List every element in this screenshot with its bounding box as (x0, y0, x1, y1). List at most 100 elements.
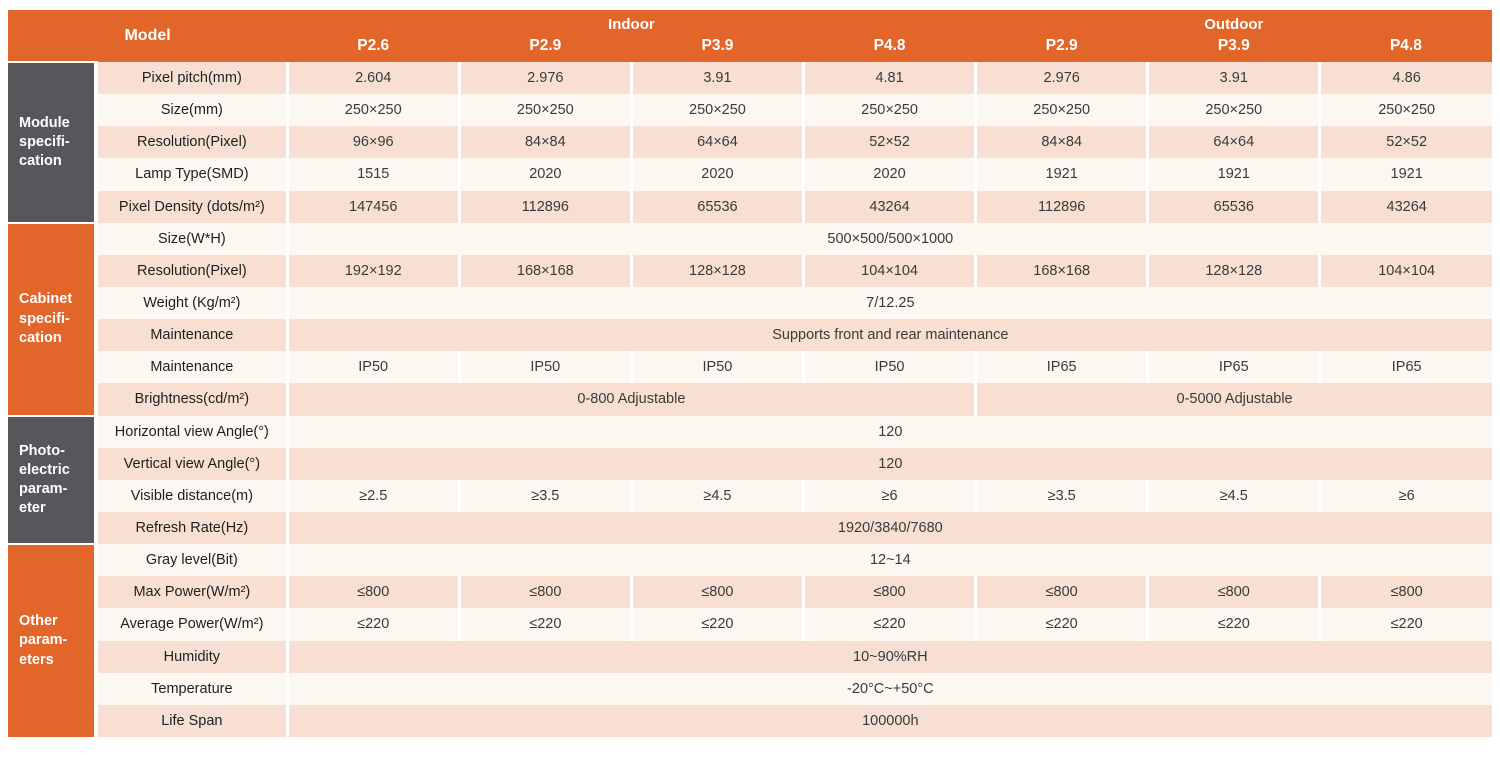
spec-cell: 104×104 (801, 254, 976, 287)
table-row: Cabinet specifi- cation Size(W*H) 500×500/… (8, 221, 1492, 416)
model-column-header-2: P3.9 (631, 35, 804, 62)
spec-cell: ≤220 (629, 608, 804, 641)
spec-cell: 3.91 (1146, 62, 1320, 95)
table-row: Resolution(Pixel) 96×96 84×84 64×64 52×52 84×… (8, 126, 1492, 159)
spec-cell: 84×84 (974, 126, 1148, 159)
row-label: Size(W*H) (96, 222, 289, 255)
header-row-models: P2.6 P2.9 P3.9 P4.8 P2.9 P3.9 P4.8 (8, 35, 1492, 62)
spec-cell: ≤800 (801, 576, 976, 609)
spec-cell: ≥4.5 (1146, 479, 1320, 512)
spec-cell: IP65 (1146, 351, 1320, 384)
model-column-header-1: P2.9 (459, 35, 632, 62)
row-label: Resolution(Pixel) (96, 126, 289, 159)
spec-cell: 4.86 (1318, 62, 1492, 95)
table-row: Vertical view Angle(°) 120 (8, 447, 1492, 480)
spec-cell: IP65 (974, 351, 1148, 384)
spec-cell: 1515 (287, 158, 460, 191)
spec-cell: 250×250 (1146, 94, 1320, 127)
spec-cell: 96×96 (287, 126, 460, 159)
model-column-header-4: P2.9 (975, 35, 1148, 62)
model-column-header-6: P4.8 (1319, 35, 1492, 62)
row-label: Lamp Type(SMD) (96, 158, 289, 191)
row-label: Pixel Density (dots/m²) (96, 190, 289, 223)
spec-table: Model Indoor Outdoor P2.6 P2.9 P3.9 P4.8 P2.9 P3… (8, 10, 1492, 737)
spec-cell-outdoor-span: 0-5000 Adjustable (974, 383, 1492, 416)
table-row: Lamp Type(SMD) 1515 2020 2020 2020 1921 1921 19… (8, 158, 1492, 191)
spec-cell: ≥3.5 (457, 479, 632, 512)
environment-header-indoor: Indoor (287, 10, 976, 35)
section-label: Photo- electric param- eter (8, 414, 99, 545)
spec-cell: 64×64 (629, 126, 804, 159)
spec-cell-full-span: 1920/3840/7680 (287, 511, 1492, 545)
spec-cell: 250×250 (801, 94, 976, 127)
row-label: Vertical view Angle(°) (96, 447, 289, 480)
table-row: Temperature -20°C~+50°C (8, 672, 1492, 705)
section-label: Other param- eters (8, 543, 99, 737)
spec-cell-full-span: 120 (287, 447, 1492, 480)
spec-cell: ≤220 (287, 608, 460, 641)
header-row-environments: Model Indoor Outdoor (8, 10, 1492, 62)
table-row: Humidity 10~90%RH (8, 640, 1492, 673)
spec-cell: 43264 (1318, 190, 1492, 223)
row-label: Size(mm) (96, 94, 289, 127)
table-row: Resolution(Pixel) 192×192 168×168 128×128 10… (8, 254, 1492, 287)
spec-cell: 52×52 (801, 126, 976, 159)
spec-cell: 250×250 (287, 94, 460, 127)
spec-cell: 2020 (457, 158, 632, 191)
spec-cell: 4.81 (801, 62, 976, 95)
model-column-header-5: P3.9 (1147, 35, 1320, 62)
row-label: Average Power(W/m²) (96, 608, 289, 641)
spec-cell: ≥6 (1318, 479, 1492, 512)
spec-cell: IP50 (629, 351, 804, 384)
model-column-header-3: P4.8 (803, 35, 976, 62)
row-label: Brightness(cd/m²) (96, 383, 289, 416)
spec-cell: ≤800 (457, 576, 632, 609)
spec-cell: 192×192 (287, 254, 460, 287)
spec-cell: 2.604 (287, 62, 460, 95)
table-row: Life Span 100000h (8, 704, 1492, 737)
row-label: Pixel pitch(mm) (96, 62, 289, 95)
table-row: Refresh Rate(Hz) 1920/3840/7680 (8, 511, 1492, 545)
spec-cell: 64×64 (1146, 126, 1320, 159)
spec-cell: ≥4.5 (629, 479, 804, 512)
row-label: Weight (Kg/m²) (96, 286, 289, 320)
spec-cell: ≥6 (801, 479, 976, 512)
row-label: Max Power(W/m²) (96, 576, 289, 609)
spec-cell: ≤800 (629, 576, 804, 609)
table-row: Visible distance(m) ≥2.5 ≥3.5 ≥4.5 ≥6 ≥3.5 ≥4.… (8, 479, 1492, 512)
section-label: Cabinet specifi- cation (8, 221, 99, 416)
table-header: Model Indoor Outdoor P2.6 P2.9 P3.9 P4.8 P2.9 P3… (8, 10, 1492, 62)
spec-cell-full-span: 7/12.25 (287, 286, 1492, 320)
row-label: Maintenance (96, 351, 289, 384)
spec-cell: 43264 (801, 190, 976, 223)
table-row: Photo- electric param- eter Horizontal vi… (8, 414, 1492, 545)
spec-cell: 168×168 (974, 254, 1148, 287)
spec-cell: 84×84 (457, 126, 632, 159)
spec-cell: 2.976 (974, 62, 1148, 95)
table-row: Weight (Kg/m²) 7/12.25 (8, 286, 1492, 320)
spec-cell: ≤220 (457, 608, 632, 641)
spec-cell: 65536 (629, 190, 804, 223)
spec-cell: ≥3.5 (974, 479, 1148, 512)
table-row: Max Power(W/m²) ≤800 ≤800 ≤800 ≤800 ≤800 ≤800 ≤… (8, 576, 1492, 609)
table-row: Size(mm) 250×250 250×250 250×250 250×250 250×… (8, 94, 1492, 127)
row-label: Resolution(Pixel) (96, 254, 289, 287)
table-row: Brightness(cd/m²) 0-800 Adjustable 0-5000 … (8, 383, 1492, 416)
model-column-header-0: P2.6 (287, 35, 460, 62)
spec-cell: 1921 (974, 158, 1148, 191)
spec-cell: 1921 (1146, 158, 1320, 191)
spec-cell: ≤800 (1146, 576, 1320, 609)
table-row: Average Power(W/m²) ≤220 ≤220 ≤220 ≤220 ≤220 ≤… (8, 608, 1492, 641)
row-label: Visible distance(m) (96, 479, 289, 512)
spec-cell-full-span: 500×500/500×1000 (287, 222, 1492, 255)
spec-cell: ≤220 (1146, 608, 1320, 641)
environment-header-outdoor: Outdoor (975, 10, 1492, 35)
spec-cell: 2020 (629, 158, 804, 191)
table-row: Other param- eters Gray level(Bit) 12~14 (8, 543, 1492, 737)
spec-cell: 128×128 (1146, 254, 1320, 287)
table-row: Pixel Density (dots/m²) 147456 112896 65536… (8, 190, 1492, 223)
row-label: Maintenance (96, 319, 289, 352)
spec-cell: 112896 (974, 190, 1148, 223)
row-label: Life Span (96, 704, 289, 737)
